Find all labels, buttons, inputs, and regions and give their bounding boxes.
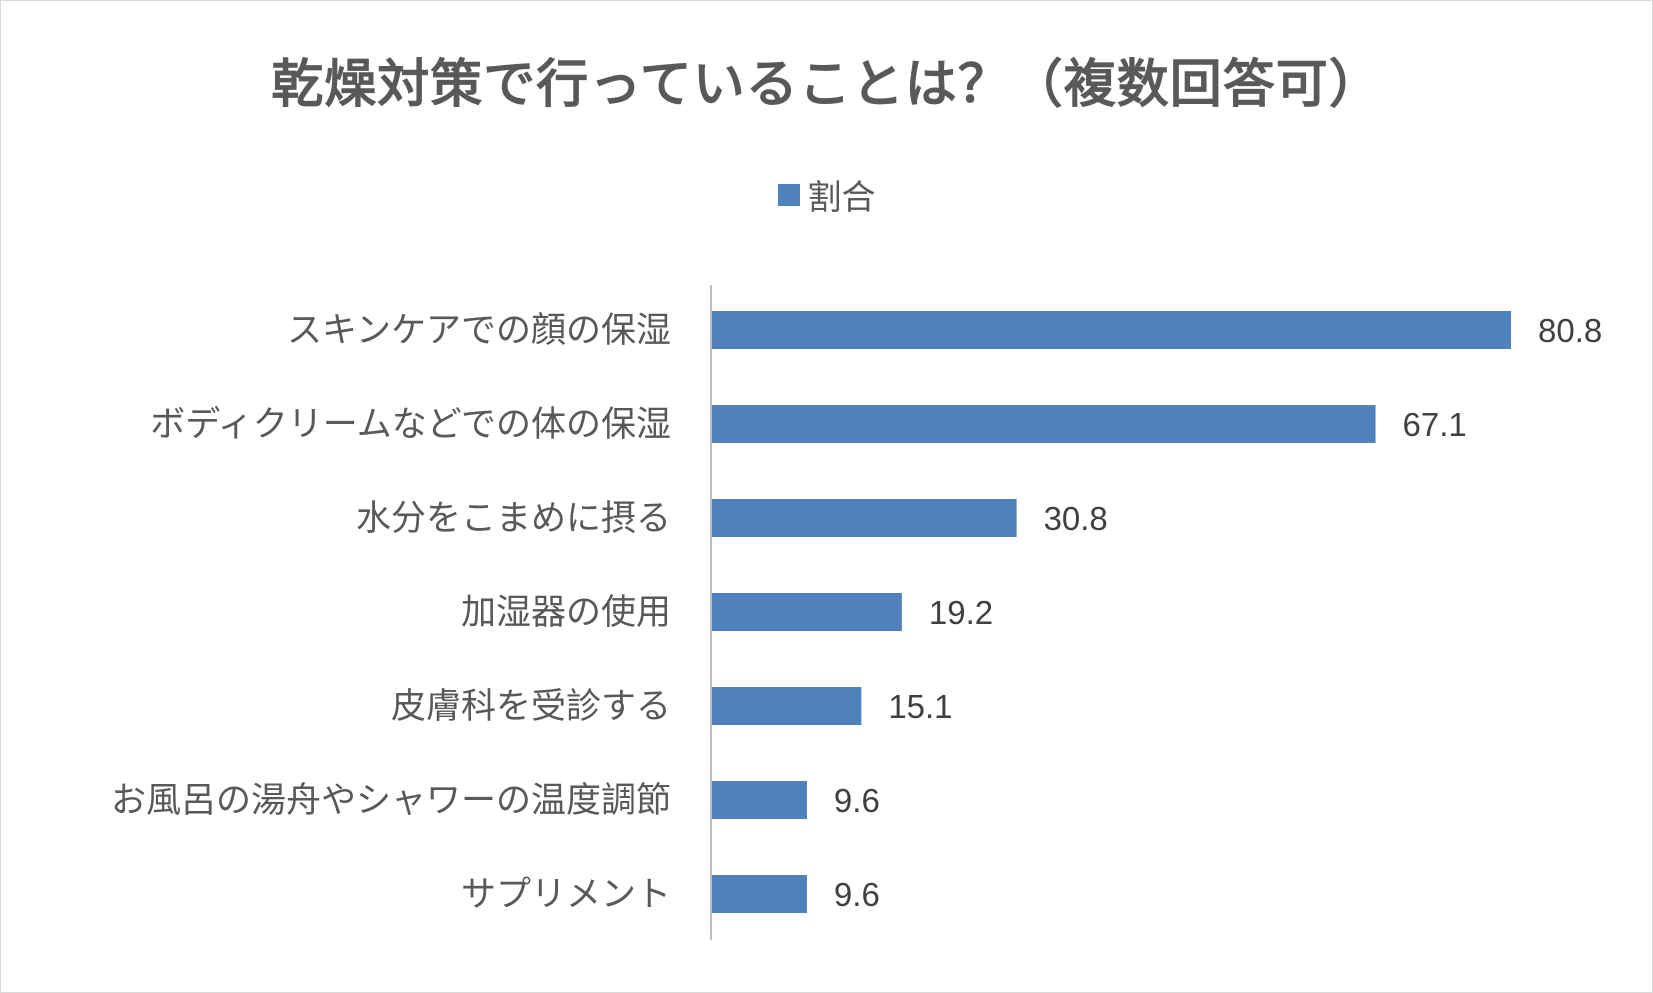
data-label-1: 80.8: [1538, 312, 1602, 349]
data-label-3: 30.8: [1044, 500, 1108, 537]
bar-7: [712, 875, 807, 913]
category-label-5: 皮膚科を受診する: [391, 687, 671, 727]
data-label-2: 67.1: [1403, 406, 1467, 443]
bar-1: [712, 311, 1511, 349]
bar-3: [712, 499, 1017, 537]
category-label-2: ボディクリームなどでの体の保湿: [150, 405, 671, 445]
category-label-1: スキンケアでの顔の保湿: [287, 311, 671, 351]
chart-title: 乾燥対策で行っていることは？（複数回答可）: [271, 55, 1382, 115]
category-label-6: お風呂の湯舟やシャワーの温度調節: [111, 781, 671, 821]
bar-5: [712, 687, 862, 725]
category-label-3: 水分をこまめに摂る: [356, 499, 671, 539]
data-label-7: 9.6: [834, 876, 880, 913]
legend: 割合: [0, 170, 1653, 219]
data-label-6: 9.6: [834, 782, 880, 819]
bar-2: [712, 405, 1376, 443]
data-label-4: 19.2: [929, 594, 993, 631]
bar-4: [712, 593, 902, 631]
legend-swatch: [777, 183, 800, 206]
category-label-4: 加湿器の使用: [461, 593, 671, 633]
data-label-5: 15.1: [888, 688, 952, 725]
legend-label: 割合: [807, 178, 876, 218]
bar-6: [712, 781, 807, 819]
category-label-7: サプリメント: [461, 875, 671, 915]
